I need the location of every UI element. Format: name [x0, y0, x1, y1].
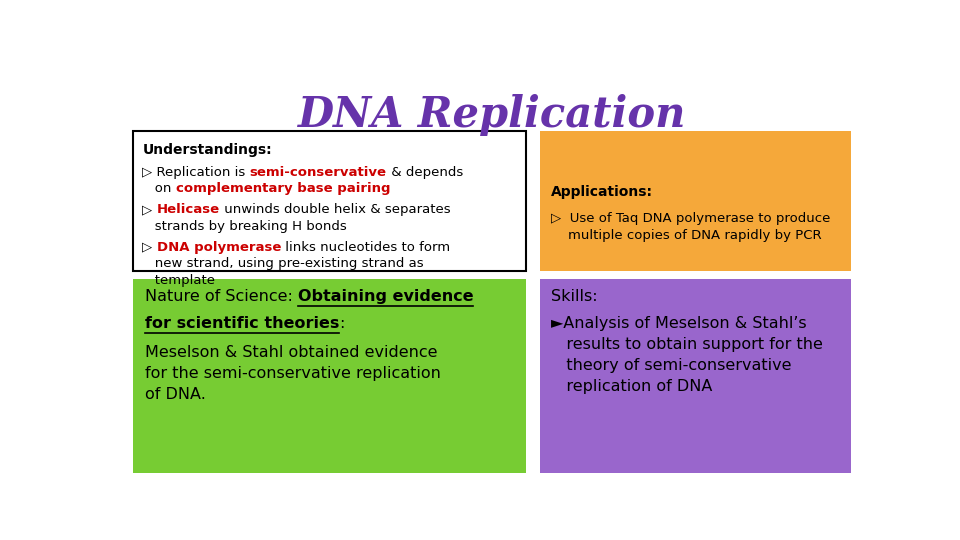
Text: & depends: & depends [387, 166, 463, 179]
Text: DNA polymerase: DNA polymerase [156, 241, 281, 254]
Text: unwinds double helix & separates: unwinds double helix & separates [220, 203, 450, 216]
Bar [133, 279, 526, 473]
Text: Understandings:: Understandings: [142, 143, 272, 157]
Text: ▷: ▷ [142, 203, 156, 216]
Text: ▷: ▷ [142, 241, 156, 254]
Bar [540, 131, 851, 271]
Text: Obtaining evidence: Obtaining evidence [298, 289, 473, 304]
Text: ▷  Use of Taq DNA polymerase to produce: ▷ Use of Taq DNA polymerase to produce [551, 212, 830, 225]
Text: Skills:: Skills: [551, 289, 597, 304]
Text: DNA Replication: DNA Replication [298, 94, 686, 136]
Text: for scientific theories: for scientific theories [145, 316, 339, 331]
Text: complementary base pairing: complementary base pairing [176, 183, 391, 195]
Bar [133, 131, 526, 271]
Text: links nucleotides to form: links nucleotides to form [281, 241, 450, 254]
Bar [540, 279, 851, 473]
Text: ►Analysis of Meselson & Stahl’s
   results to obtain support for the
   theory o: ►Analysis of Meselson & Stahl’s results … [551, 316, 823, 394]
Text: Nature of Science:: Nature of Science: [145, 289, 298, 304]
Text: Applications:: Applications: [551, 185, 653, 199]
Text: Meselson & Stahl obtained evidence
for the semi-conservative replication
of DNA.: Meselson & Stahl obtained evidence for t… [145, 345, 441, 402]
Text: template: template [142, 274, 215, 287]
Text: Helicase: Helicase [156, 203, 220, 216]
Text: strands by breaking H bonds: strands by breaking H bonds [142, 220, 348, 233]
Text: :: : [339, 316, 345, 331]
Text: new strand, using pre-existing strand as: new strand, using pre-existing strand as [142, 258, 424, 271]
Text: multiple copies of DNA rapidly by PCR: multiple copies of DNA rapidly by PCR [551, 229, 822, 242]
Text: semi-conservative: semi-conservative [250, 166, 387, 179]
Text: ▷ Replication is: ▷ Replication is [142, 166, 250, 179]
Text: on: on [142, 183, 176, 195]
